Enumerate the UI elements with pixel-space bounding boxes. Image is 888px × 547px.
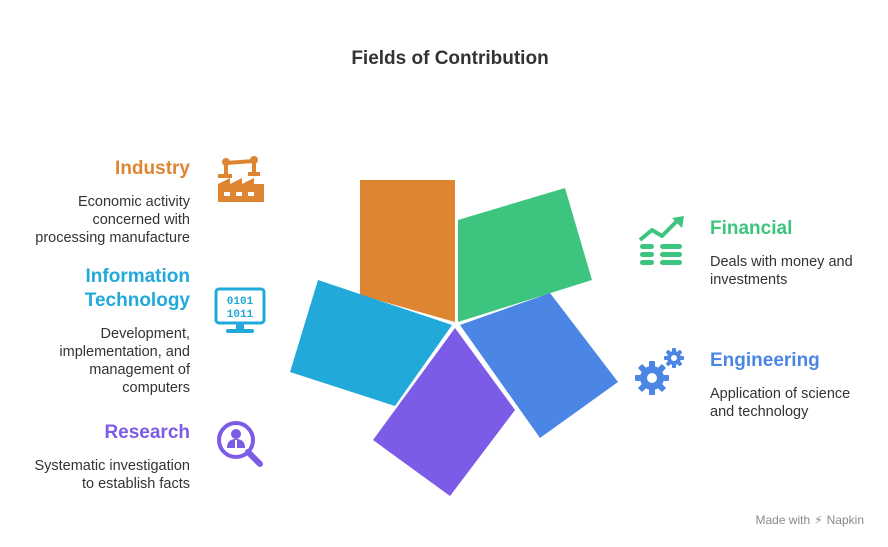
factory-robot-icon [214, 154, 266, 209]
gears-icon [634, 346, 688, 403]
it-desc-line: Development, [100, 326, 190, 342]
it-desc-line: computers [122, 380, 190, 396]
petal-industry [360, 180, 455, 322]
engineering-description: Application of science and technology [710, 385, 850, 421]
engineering-block: Engineering Application of science and t… [710, 349, 850, 421]
it-title-line: Information [85, 266, 191, 287]
it-desc-line: management of [89, 362, 190, 378]
research-description: Systematic investigation to establish fa… [34, 457, 190, 493]
petal-research [373, 328, 515, 496]
it-title-line: Technology [84, 290, 190, 311]
financial-block: Financial Deals with money and investmen… [710, 217, 853, 289]
petal-financial [458, 188, 592, 322]
engineering-title: Engineering [710, 350, 820, 371]
financial-description: Deals with money and investments [710, 253, 853, 289]
industry-desc-line: concerned with [92, 212, 190, 228]
petal-information-technology [290, 280, 452, 406]
financial-desc-line: Deals with money and [710, 254, 853, 270]
industry-block: Industry Economic activity concerned wit… [35, 157, 190, 247]
research-desc-line: Systematic investigation [34, 458, 190, 474]
monitor-bits-line: 1011 [227, 309, 254, 321]
research-desc-line: to establish facts [82, 476, 190, 492]
industry-description: Economic activity concerned with process… [35, 193, 190, 247]
napkin-brand: Napkin [826, 513, 864, 527]
industry-title: Industry [115, 158, 190, 179]
research-block: Research Systematic investigation to est… [34, 421, 190, 493]
napkin-logo-icon: ⚡ [814, 513, 823, 527]
engineering-desc-line: Application of science [710, 386, 851, 402]
made-with-label: Made with [755, 513, 811, 527]
financial-title: Financial [710, 218, 793, 239]
research-title: Research [104, 422, 190, 443]
engineering-desc-line: and technology [710, 404, 809, 420]
financial-desc-line: investments [710, 272, 788, 288]
industry-desc-line: processing manufacture [35, 230, 190, 246]
petal-engineering [460, 293, 618, 438]
magnifier-research-icon [214, 418, 266, 475]
made-with-napkin: Made with ⚡ Napkin [756, 513, 865, 527]
page-title: Fields of Contribution [351, 48, 549, 69]
it-desc-line: implementation, and [59, 344, 190, 360]
binary-monitor-icon: 0101 1011 [214, 287, 266, 340]
it-block: Information Technology Development, impl… [59, 265, 190, 397]
it-title: Information Technology [59, 265, 190, 313]
monitor-bits-line: 0101 [227, 296, 254, 308]
growth-chart-coins-icon [636, 214, 688, 273]
industry-desc-line: Economic activity [77, 194, 190, 210]
it-description: Development, implementation, and managem… [59, 325, 190, 397]
